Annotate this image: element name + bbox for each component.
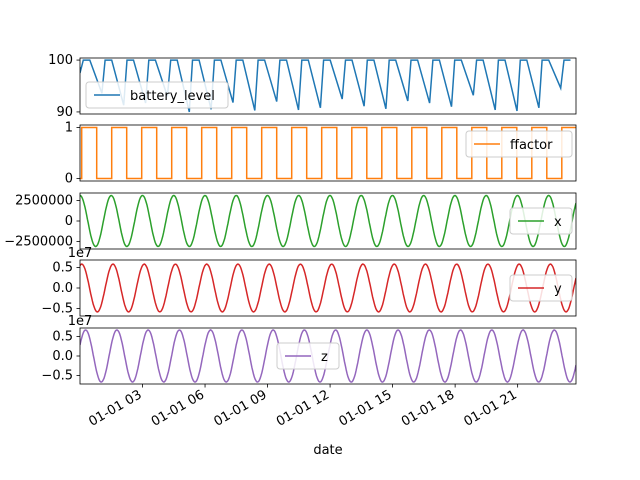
x-tick-label: 01-01 21 <box>462 387 520 429</box>
panel-battery_level: 90 100 battery_level <box>48 53 577 120</box>
y-tick-label: −2500000 <box>4 235 73 250</box>
series-line-ffactor <box>80 126 576 180</box>
panel-z: 0.5 0.0 −0.5 1e7 z <box>41 314 577 385</box>
panels: 90 100 battery_level 0 1 ffactor 2500000 0 −2500… <box>4 53 577 385</box>
legend-battery_level: battery_level <box>85 81 229 109</box>
legend-label: ffactor <box>510 138 553 153</box>
y-tick-label: −0.5 <box>41 302 73 317</box>
y-tick-label: 0.0 <box>52 281 73 296</box>
y-tick-label: 0 <box>65 214 73 229</box>
x-tick-label: 01-01 12 <box>274 387 332 429</box>
y-tick-label: 0.5 <box>52 330 73 345</box>
y-tick-label: 0.5 <box>52 260 73 275</box>
x-axis-label: date <box>313 443 342 458</box>
legend-ffactor: ffactor <box>465 130 573 158</box>
x-tick-label: 01-01 03 <box>86 387 144 429</box>
series-line-y <box>80 263 576 313</box>
series-line-x <box>80 194 576 248</box>
legend-x: x <box>509 207 573 235</box>
panel-ffactor: 0 1 ffactor <box>65 121 577 186</box>
legend-label: battery_level <box>130 89 215 104</box>
y-tick-label: 2500000 <box>15 193 73 208</box>
panel-frame <box>79 124 577 182</box>
legend-box <box>85 81 229 109</box>
panel-x: 2500000 0 −2500000 x <box>4 192 577 250</box>
y-offset-label: 1e7 <box>68 314 93 329</box>
y-offset-label: 1e7 <box>68 246 93 261</box>
x-tick-label: 01-01 09 <box>211 387 269 429</box>
y-tick-label: 0.0 <box>52 349 73 364</box>
series-line-battery_level <box>80 59 571 113</box>
x-tick-label: 01-01 15 <box>336 387 394 429</box>
y-tick-label: −0.5 <box>41 368 73 383</box>
panel-y: 0.5 0.0 −0.5 1e7 y <box>41 246 577 317</box>
x-axis: 01-01 03 01-01 06 01-01 09 01-01 12 01-01 15… <box>86 384 520 430</box>
panel-frame <box>79 57 577 115</box>
legend-label: z <box>321 350 328 365</box>
y-tick-label: 0 <box>65 171 73 186</box>
legend-label: x <box>554 215 562 230</box>
y-tick-label: 90 <box>56 105 73 120</box>
legend-box <box>465 130 573 158</box>
legend-y: y <box>509 274 573 302</box>
legend-z: z <box>276 342 340 370</box>
y-tick-label: 1 <box>65 121 73 136</box>
y-tick-label: 100 <box>48 53 73 68</box>
x-tick-label: 01-01 18 <box>399 387 457 429</box>
x-tick-label: 01-01 06 <box>149 387 207 429</box>
legend-label: y <box>554 282 562 297</box>
